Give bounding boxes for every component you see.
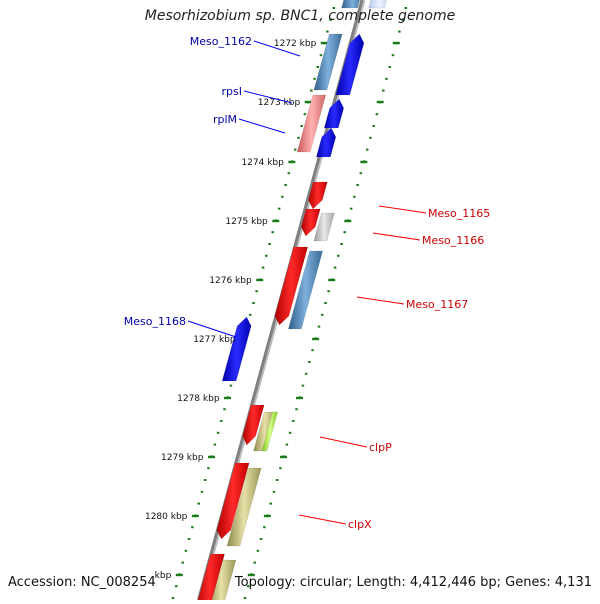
gene-block-pink[interactable] (296, 94, 327, 153)
accession-text: Accession: NC_008254 (8, 575, 156, 590)
leader-line-clpx (298, 514, 347, 525)
gene-block-gray[interactable] (313, 212, 335, 242)
ruler-label: 1272 kbp (274, 39, 317, 49)
leader-line-meso-1167 (356, 296, 405, 305)
gene-clpx[interactable] (216, 462, 250, 540)
genome-info-text: Topology: circular; Length: 4,412,446 bp… (234, 575, 592, 590)
ruler-label: 1273 kbp (258, 98, 301, 108)
ruler-label: 1274 kbp (241, 158, 284, 168)
leader-line-meso-1162 (253, 40, 301, 57)
feature-label-clpx[interactable]: clpX (348, 518, 372, 531)
gene-block-olive[interactable] (226, 467, 262, 547)
gene-meso-1168[interactable] (221, 316, 252, 382)
leader-line-rpsi (243, 90, 293, 104)
feature-label-rpsi[interactable]: rpsI (222, 85, 242, 98)
ruler-label: 1277 kbp (193, 335, 236, 345)
map-title: Mesorhizobium sp. BNC1, complete genome (144, 8, 456, 24)
gene-meso-1165[interactable] (308, 181, 328, 210)
ruler-label: kbp (155, 571, 172, 581)
gene-rplm[interactable] (316, 127, 337, 158)
gene-block-lime[interactable] (261, 411, 278, 452)
gene-rpsi[interactable] (323, 98, 344, 129)
feature-labels: 1272 kbp 1273 kbp 1274 kbp 1275 kbp 1276 kbp… (124, 35, 490, 581)
ruler-label: 1275 kbp (225, 217, 268, 227)
feature-label-clpp[interactable]: clpP (369, 441, 392, 454)
feature-label-meso-1165[interactable]: Meso_1165 (428, 207, 490, 220)
leader-line-rplm (238, 118, 286, 134)
feature-label-meso-1168[interactable]: Meso_1168 (124, 315, 186, 328)
gene-block-unlabeled[interactable] (341, 0, 363, 9)
gene-features (196, 0, 390, 604)
feature-label-meso-1167[interactable]: Meso_1167 (406, 298, 468, 311)
ruler-label: 1278 kbp (177, 394, 220, 404)
gene-meso-1167[interactable] (274, 246, 309, 326)
feature-label-rplm[interactable]: rplM (213, 113, 237, 126)
feature-label-meso-1166[interactable]: Meso_1166 (422, 234, 484, 247)
ruler-label: 1280 kbp (145, 512, 188, 522)
gene-clpp[interactable] (242, 404, 265, 446)
gene-meso-1162-block[interactable] (313, 33, 343, 91)
gene-block-unlabeled[interactable] (368, 0, 390, 9)
leader-line-meso-1165 (378, 205, 427, 214)
gene-meso-1166[interactable] (301, 208, 321, 237)
leader-line-clpp (319, 436, 368, 448)
ruler-label: 1279 kbp (161, 453, 204, 463)
gene-block-steel[interactable] (288, 250, 323, 330)
ruler-label: 1276 kbp (209, 276, 252, 286)
leader-line-meso-1166 (372, 232, 421, 241)
leader-line-meso-1168 (187, 320, 237, 338)
feature-label-meso-1162[interactable]: Meso_1162 (190, 35, 252, 48)
gene-meso-1162[interactable] (335, 33, 365, 96)
